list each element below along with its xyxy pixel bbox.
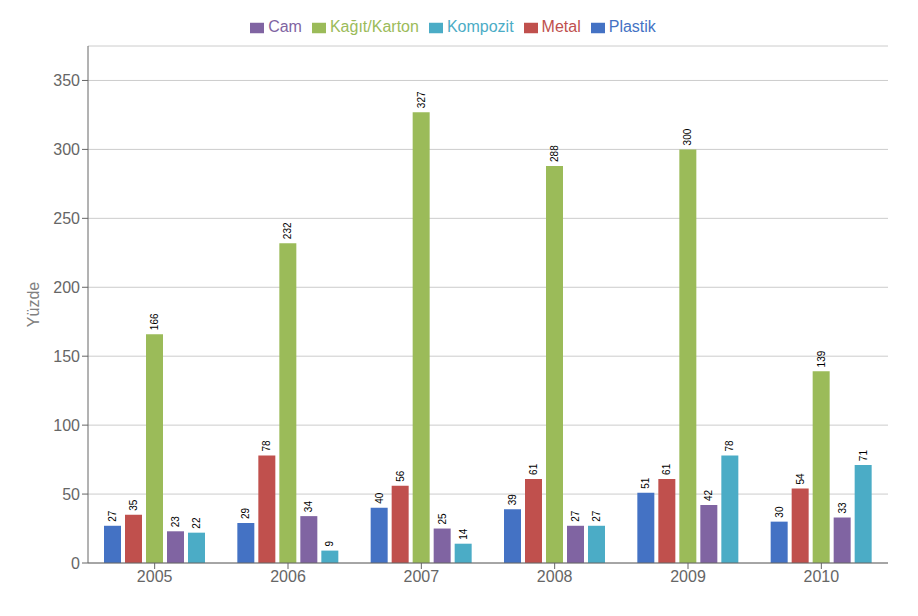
- svg-text:288: 288: [549, 145, 560, 162]
- svg-text:22: 22: [191, 517, 202, 529]
- svg-text:166: 166: [149, 313, 160, 330]
- svg-text:27: 27: [107, 510, 118, 522]
- svg-text:23: 23: [170, 516, 181, 528]
- svg-text:51: 51: [640, 477, 651, 489]
- svg-text:100: 100: [53, 417, 80, 434]
- svg-text:61: 61: [528, 463, 539, 475]
- svg-text:54: 54: [795, 473, 806, 485]
- svg-text:78: 78: [261, 440, 272, 452]
- svg-text:78: 78: [724, 440, 735, 452]
- svg-text:2006: 2006: [270, 568, 306, 585]
- svg-text:2007: 2007: [404, 568, 440, 585]
- svg-text:40: 40: [374, 492, 385, 504]
- svg-text:350: 350: [53, 72, 80, 89]
- html-text:Plastik: Plastik: [608, 18, 656, 35]
- svg-text:61: 61: [661, 463, 672, 475]
- svg-text:27: 27: [570, 510, 581, 522]
- html-text:Cam: Cam: [268, 18, 302, 35]
- svg-text:2010: 2010: [804, 568, 840, 585]
- svg-text:39: 39: [507, 494, 518, 506]
- svg-text:139: 139: [816, 350, 827, 367]
- html-text:Metal: Metal: [541, 18, 581, 35]
- svg-text:2009: 2009: [670, 568, 706, 585]
- svg-text:25: 25: [437, 513, 448, 525]
- svg-text:71: 71: [858, 450, 869, 462]
- svg-text:250: 250: [53, 210, 80, 227]
- svg-text:2008: 2008: [537, 568, 573, 585]
- svg-text:232: 232: [282, 222, 293, 239]
- svg-text:150: 150: [53, 348, 80, 365]
- svg-text:56: 56: [395, 470, 406, 482]
- svg-text:42: 42: [703, 490, 714, 502]
- svg-text:0: 0: [71, 555, 80, 572]
- svg-text:200: 200: [53, 279, 80, 296]
- svg-text:2005: 2005: [137, 568, 173, 585]
- svg-text:50: 50: [62, 486, 80, 503]
- svg-text:33: 33: [837, 502, 848, 514]
- svg-text:29: 29: [240, 507, 251, 519]
- svg-text:35: 35: [128, 499, 139, 511]
- html-text:Kağıt/Karton: Kağıt/Karton: [329, 18, 419, 35]
- svg-text:300: 300: [53, 141, 80, 158]
- html-text:Kompozit: Kompozit: [446, 18, 514, 35]
- svg-text:9: 9: [324, 541, 335, 547]
- svg-text:30: 30: [774, 506, 785, 518]
- svg-text:327: 327: [416, 91, 427, 108]
- svg-text:300: 300: [682, 128, 693, 145]
- svg-text:Yüzde: Yüzde: [25, 282, 42, 327]
- svg-text:34: 34: [303, 501, 314, 513]
- svg-text:14: 14: [458, 528, 469, 540]
- svg-text:27: 27: [591, 510, 602, 522]
